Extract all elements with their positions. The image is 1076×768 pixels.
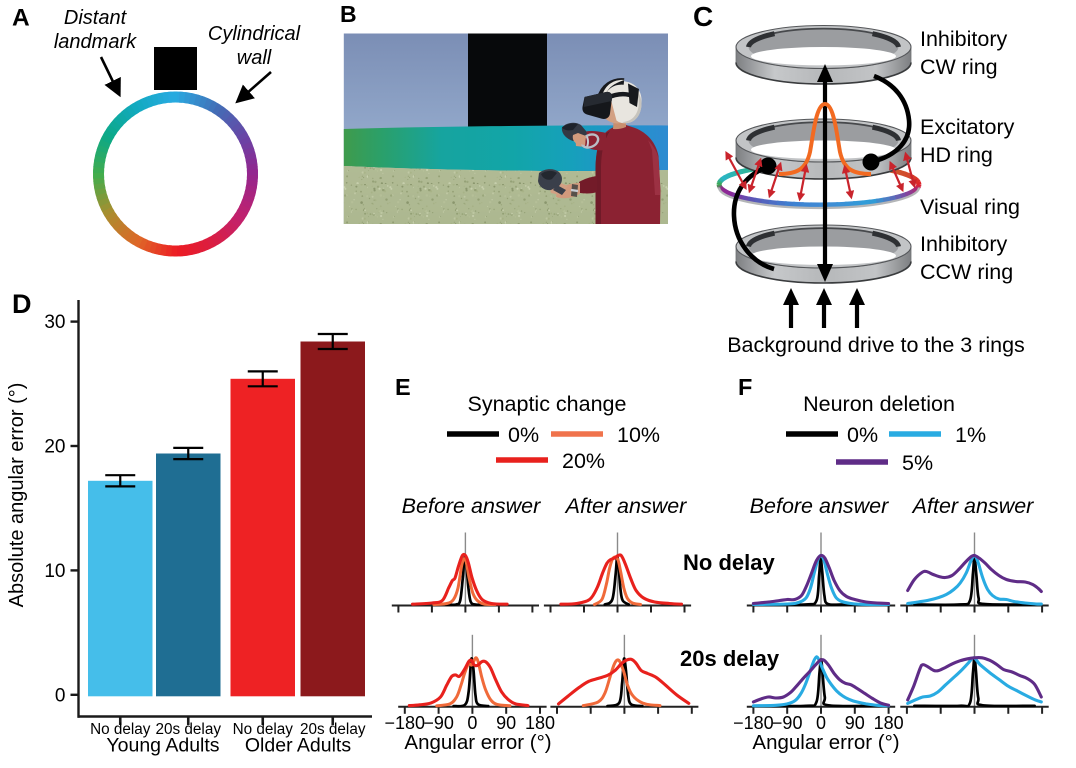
svg-text:wall: wall [237,47,272,69]
svg-text:20s delay: 20s delay [156,721,222,738]
svg-text:30: 30 [44,312,65,333]
svg-text:20s delay: 20s delay [300,721,366,738]
svg-text:10%: 10% [617,423,660,447]
svg-text:HD ring: HD ring [920,143,993,167]
svg-text:−180: −180 [733,713,774,733]
svg-text:0: 0 [467,713,477,733]
svg-text:0%: 0% [508,423,539,447]
svg-text:No delay: No delay [90,721,151,738]
svg-text:20%: 20% [562,449,605,473]
svg-text:CW ring: CW ring [920,55,998,79]
svg-text:−90: −90 [772,713,803,733]
svg-text:Excitatory: Excitatory [920,115,1015,139]
svg-text:20: 20 [44,437,65,458]
svg-text:No delay: No delay [233,721,294,738]
svg-text:After answer: After answer [911,494,1035,518]
svg-text:Angular error (°): Angular error (°) [404,731,551,754]
svg-text:Visual ring: Visual ring [920,195,1020,219]
svg-text:B: B [340,1,357,27]
svg-text:5%: 5% [902,451,933,475]
svg-text:Absolute angular error (°): Absolute angular error (°) [6,383,28,608]
svg-text:0%: 0% [847,423,878,447]
svg-text:Young Adults: Young Adults [106,735,219,757]
svg-text:CCW ring: CCW ring [920,260,1013,284]
svg-text:landmark: landmark [54,31,137,53]
svg-text:Neuron deletion: Neuron deletion [803,392,955,416]
svg-text:A: A [12,5,30,32]
svg-text:180: 180 [525,713,555,733]
svg-text:−180: −180 [385,713,426,733]
svg-text:E: E [395,374,411,400]
svg-text:90: 90 [845,713,865,733]
svg-text:Inhibitory: Inhibitory [920,27,1007,51]
svg-text:−90: −90 [423,713,454,733]
svg-text:Older Adults: Older Adults [245,735,351,757]
svg-text:No delay: No delay [683,550,775,575]
svg-text:Before answer: Before answer [402,494,541,518]
svg-text:1%: 1% [955,423,986,447]
svg-text:Distant: Distant [64,7,128,29]
svg-text:0: 0 [816,713,826,733]
svg-text:After answer: After answer [564,494,688,518]
svg-text:0: 0 [55,685,66,706]
svg-text:Synaptic change: Synaptic change [468,392,627,416]
svg-text:180: 180 [874,713,904,733]
svg-text:Background drive to the 3 ring: Background drive to the 3 rings [727,333,1025,357]
svg-text:10: 10 [44,561,65,582]
svg-text:Before answer: Before answer [750,494,889,518]
svg-text:C: C [693,1,713,32]
svg-text:Angular error (°): Angular error (°) [752,731,899,754]
svg-text:Inhibitory: Inhibitory [920,232,1007,256]
svg-text:20s delay: 20s delay [680,646,780,671]
svg-text:90: 90 [496,713,516,733]
svg-text:Cylindrical: Cylindrical [208,23,301,45]
svg-text:F: F [738,374,752,400]
svg-text:D: D [12,289,32,319]
